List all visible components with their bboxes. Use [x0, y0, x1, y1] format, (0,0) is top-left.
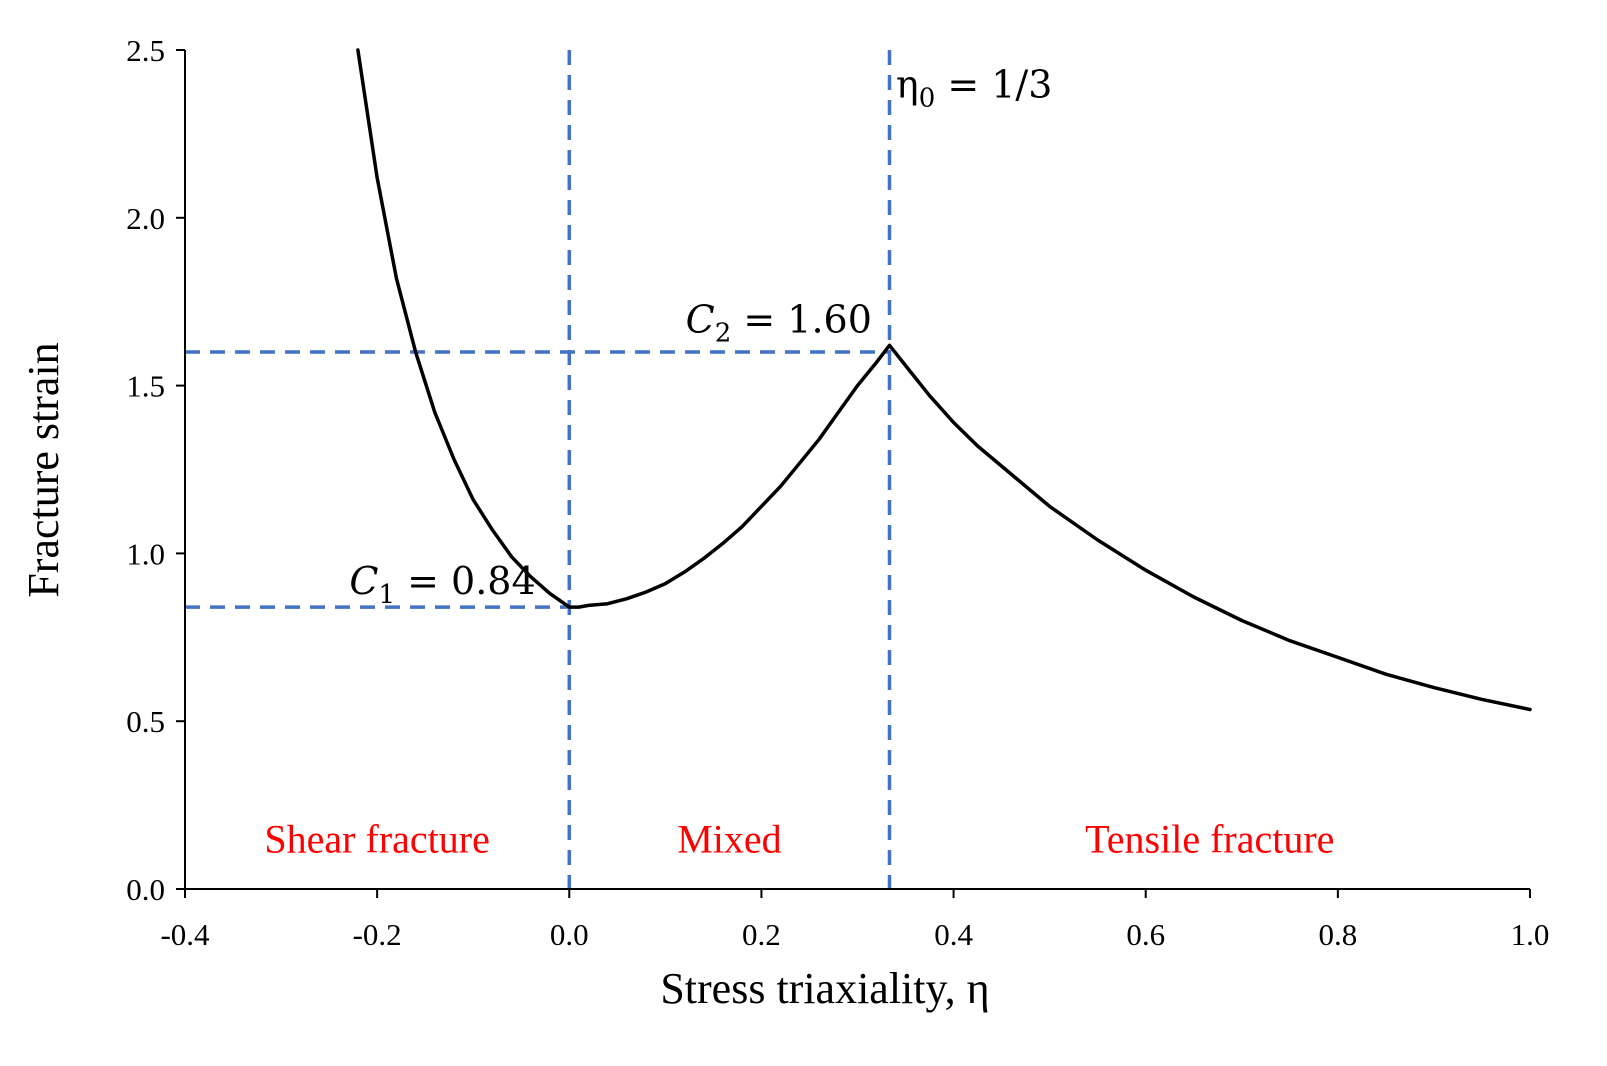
- y-tick-label: 2.0: [126, 201, 165, 236]
- region-label: Mixed: [677, 817, 781, 862]
- x-axis-ticks: -0.4 -0.2 0.0 0.2 0.4 0.6 0.8 1.0: [160, 889, 1549, 952]
- x-tick-label: 0.2: [742, 917, 781, 952]
- x-axis-title: Stress triaxiality, η: [660, 964, 989, 1013]
- c1-annotation: C1 = 0.84: [349, 559, 535, 610]
- fracture-locus-curve: [356, 48, 1532, 712]
- x-tick-label: -0.4: [160, 917, 210, 952]
- y-tick-label: 2.5: [126, 33, 165, 68]
- x-tick-label: 0.0: [550, 917, 589, 952]
- eta0-subscript: 0: [919, 84, 936, 114]
- c2-annotation: C2 = 1.60: [686, 297, 872, 348]
- region-label: Tensile fracture: [1085, 817, 1334, 862]
- c2-value: = 1.60: [731, 297, 872, 341]
- axes: [184, 50, 1530, 890]
- c2-symbol: C: [686, 297, 715, 341]
- y-tick-label: 0.5: [126, 704, 165, 739]
- eta0-value: = 1/3: [935, 63, 1052, 107]
- x-tick-label: -0.2: [353, 917, 402, 952]
- c2-subscript: 2: [715, 318, 732, 348]
- x-tick-label: 0.8: [1318, 917, 1357, 952]
- c1-symbol: C: [349, 559, 378, 603]
- y-axis-title: Fracture strain: [19, 342, 68, 597]
- x-tick-label: 0.4: [934, 917, 973, 952]
- reference-lines: [185, 50, 892, 889]
- x-tick-label: 0.6: [1126, 917, 1165, 952]
- curve-layer: [356, 48, 1532, 712]
- region-labels: Shear fracture Mixed Tensile fracture: [264, 817, 1334, 862]
- eta0-symbol: η: [896, 63, 919, 107]
- y-axis-ticks: 0.0 0.5 1.0 1.5 2.0 2.5: [126, 33, 185, 907]
- y-tick-label: 1.5: [126, 369, 165, 404]
- eta0-annotation: η0 = 1/3: [896, 63, 1052, 114]
- region-label: Shear fracture: [264, 817, 489, 862]
- x-tick-label: 1.0: [1511, 917, 1550, 952]
- y-tick-label: 0.0: [126, 872, 165, 907]
- c1-value: = 0.84: [395, 559, 536, 603]
- y-tick-label: 1.0: [126, 536, 165, 571]
- c1-subscript: 1: [379, 580, 396, 610]
